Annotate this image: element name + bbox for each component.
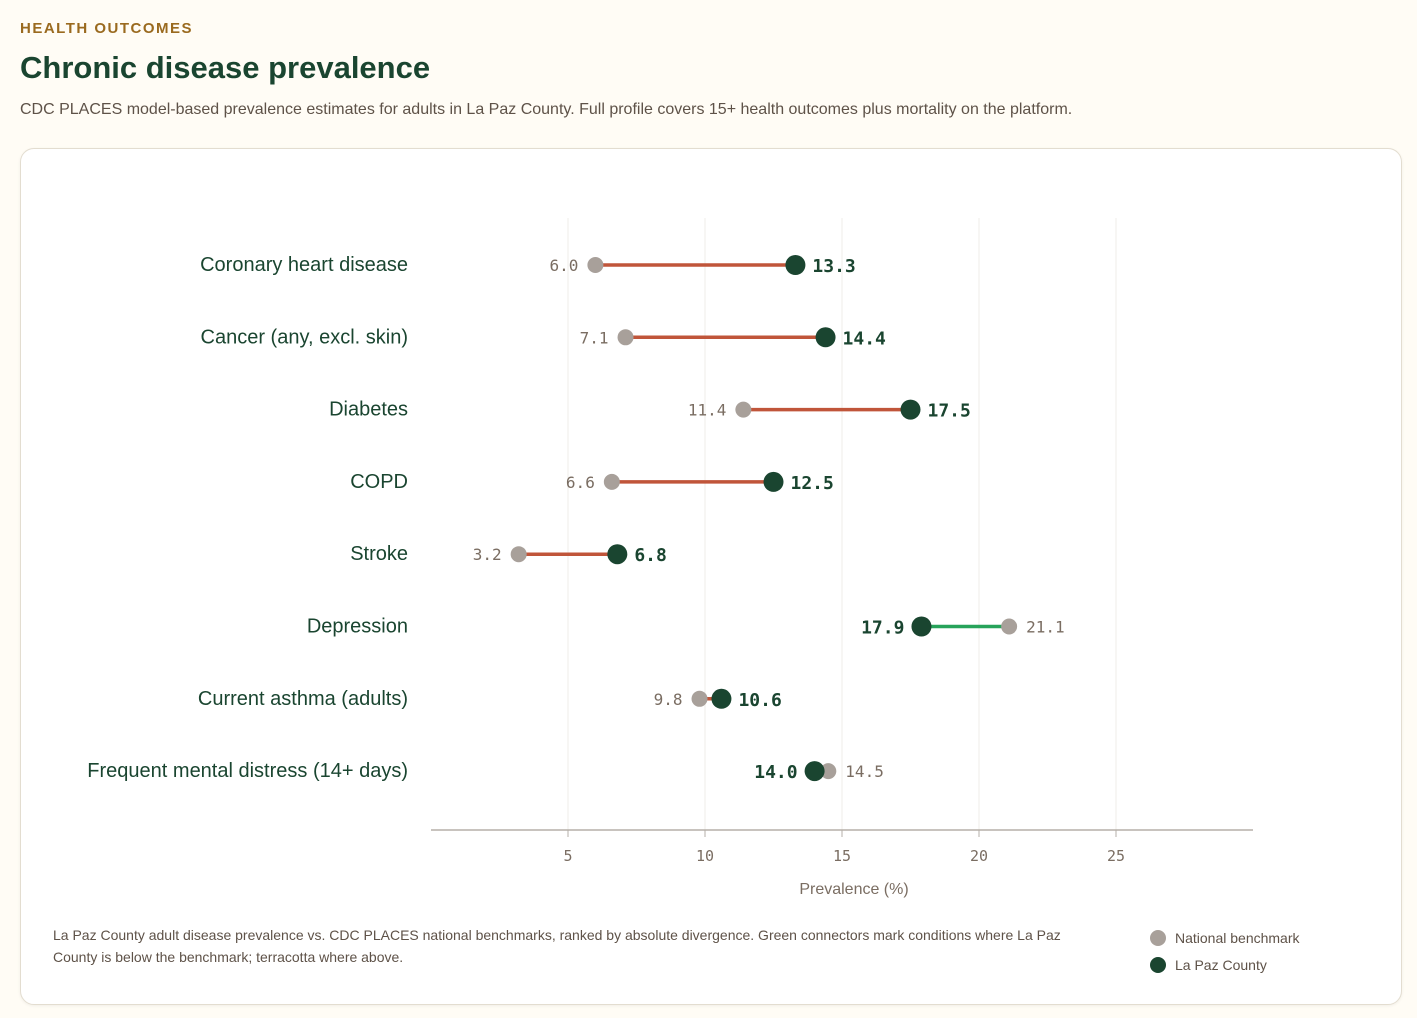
x-axis-label: Prevalence (%) [799,881,908,898]
legend-label: National benchmark [1175,929,1300,946]
county-point [711,688,732,709]
legend-dot-county [1150,956,1166,973]
x-tick-label: 25 [1107,847,1125,865]
county-point [804,761,825,782]
national-value-label: 6.6 [566,473,595,492]
county-value-label: 10.6 [738,690,781,711]
national-benchmark-point [617,329,634,346]
county-value-label: 14.0 [754,762,797,783]
legend-item-national: National benchmark [1150,924,1300,951]
category-label: Depression [307,616,408,638]
county-value-label: 13.3 [812,256,855,277]
x-tick-label: 20 [970,847,988,865]
category-label: Diabetes [329,399,408,421]
national-value-label: 11.4 [688,401,727,420]
county-value-label: 17.9 [861,618,904,639]
eyebrow: HEALTH OUTCOMES [20,20,194,37]
county-point [785,255,806,275]
county-point [607,544,628,565]
legend: National benchmark La Paz County [1150,924,1300,978]
national-value-label: 9.8 [654,690,683,709]
legend-label: La Paz County [1175,956,1267,973]
x-tick-label: 5 [563,847,572,865]
national-benchmark-point [1001,618,1018,635]
legend-item-county: La Paz County [1150,951,1300,978]
county-point [900,399,921,420]
national-benchmark-point [510,546,527,563]
legend-dot-national [1150,929,1166,946]
category-label: COPD [350,471,408,493]
page-title: Chronic disease prevalence [20,50,431,85]
x-tick-label: 10 [696,847,714,865]
national-value-label: 14.5 [845,762,884,781]
page-subtitle: CDC PLACES model-based prevalence estima… [20,101,1073,118]
national-benchmark-point [691,690,708,707]
category-label: Current asthma (adults) [198,688,408,710]
category-label: Cancer (any, excl. skin) [201,326,408,348]
x-tick-label: 15 [833,847,851,865]
chart-card [20,148,1402,1005]
national-benchmark-point [603,473,620,490]
category-label: Stroke [350,543,408,565]
category-label: Coronary heart disease [200,254,408,276]
national-value-label: 21.1 [1026,618,1065,637]
national-benchmark-point [587,257,604,273]
county-value-label: 17.5 [928,401,971,422]
national-benchmark-point [820,763,837,780]
national-value-label: 3.2 [473,545,502,564]
national-value-label: 6.0 [549,256,578,275]
national-value-label: 7.1 [580,328,609,347]
county-value-label: 14.4 [843,328,887,349]
county-point [763,471,784,492]
county-value-label: 12.5 [791,473,834,494]
national-benchmark-point [735,401,752,418]
county-point [911,616,932,637]
county-point [815,327,836,348]
chart-caption: La Paz County adult disease prevalence v… [53,927,1061,965]
county-value-label: 6.8 [634,545,667,566]
category-label: Frequent mental distress (14+ days) [87,760,408,782]
